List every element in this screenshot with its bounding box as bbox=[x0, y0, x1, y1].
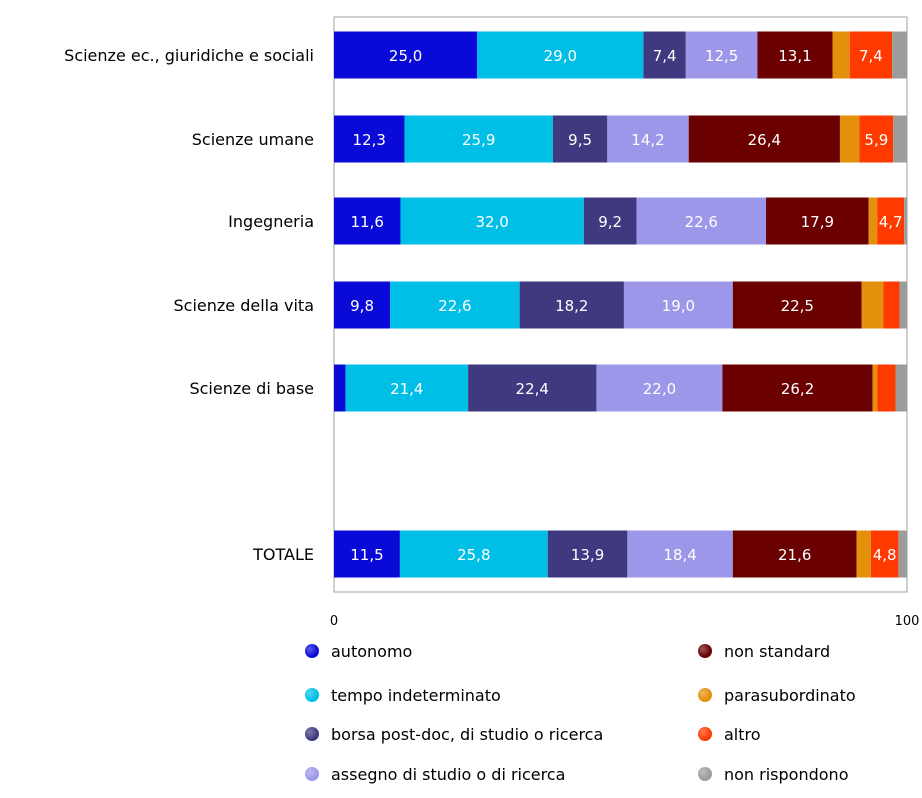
bar-segment bbox=[757, 31, 833, 79]
bar-segment bbox=[877, 197, 905, 245]
bar-segment bbox=[832, 31, 850, 79]
data-label: 19,0 bbox=[662, 297, 695, 315]
data-label: 26,2 bbox=[781, 380, 814, 398]
bar-segment bbox=[404, 115, 553, 163]
data-label: 25,9 bbox=[462, 131, 495, 149]
bar-segment bbox=[623, 281, 733, 329]
data-label: 7,4 bbox=[653, 47, 677, 65]
data-label: 32,0 bbox=[475, 213, 508, 231]
bar-segment bbox=[732, 281, 862, 329]
bar-segment bbox=[688, 115, 840, 163]
data-label: 13,9 bbox=[571, 546, 604, 564]
data-label: 12,3 bbox=[353, 131, 386, 149]
bar-segment bbox=[904, 197, 907, 245]
data-label: 22,0 bbox=[643, 380, 676, 398]
data-label: 9,8 bbox=[350, 297, 374, 315]
data-label: 11,6 bbox=[351, 213, 384, 231]
bar-segment bbox=[870, 530, 899, 578]
data-label: 4,7 bbox=[879, 213, 903, 231]
bar-segment bbox=[892, 31, 907, 79]
data-label: 22,5 bbox=[781, 297, 814, 315]
data-label: 25,0 bbox=[389, 47, 422, 65]
data-label: 9,2 bbox=[598, 213, 622, 231]
category-label: Scienze di base bbox=[189, 379, 314, 398]
bar-segment bbox=[861, 281, 884, 329]
bar-segment bbox=[399, 530, 548, 578]
bar-segment bbox=[596, 364, 723, 412]
data-label: 5,9 bbox=[864, 131, 888, 149]
bar-segment bbox=[583, 197, 637, 245]
bar-segment bbox=[334, 115, 405, 163]
bar-segment bbox=[468, 364, 597, 412]
data-label: 26,4 bbox=[748, 131, 781, 149]
bar-segment bbox=[868, 197, 878, 245]
bar-segment bbox=[345, 364, 469, 412]
data-label: 22,6 bbox=[685, 213, 718, 231]
bar-segment bbox=[552, 115, 608, 163]
bar-segment bbox=[685, 31, 758, 79]
bar-segment bbox=[872, 364, 878, 412]
bar-segment bbox=[400, 197, 584, 245]
category-label: Scienze umane bbox=[192, 130, 314, 149]
bar-segment bbox=[636, 197, 767, 245]
bar-segment bbox=[859, 115, 894, 163]
bar-segment bbox=[839, 115, 860, 163]
data-label: 11,5 bbox=[350, 546, 383, 564]
bar-segment bbox=[849, 31, 893, 79]
bar-segment bbox=[334, 281, 391, 329]
data-label: 14,2 bbox=[631, 131, 664, 149]
bar-segment bbox=[334, 364, 346, 412]
bar-segment bbox=[643, 31, 686, 79]
bar-segment bbox=[547, 530, 628, 578]
category-labels: Scienze ec., giuridiche e sociali Scienze… bbox=[64, 46, 314, 564]
x-tick-label: 100 bbox=[895, 614, 920, 629]
bar-segment bbox=[627, 530, 733, 578]
bar-segment bbox=[883, 281, 900, 329]
category-label: Ingegneria bbox=[228, 212, 314, 231]
bar-segment bbox=[895, 364, 907, 412]
bar-segment bbox=[877, 364, 896, 412]
bar-segment bbox=[856, 530, 871, 578]
data-label: 25,8 bbox=[457, 546, 490, 564]
bar-segment bbox=[722, 364, 873, 412]
data-label: 18,2 bbox=[555, 297, 588, 315]
bar-segment bbox=[899, 281, 907, 329]
data-label: 21,4 bbox=[390, 380, 423, 398]
data-label: 9,5 bbox=[568, 131, 592, 149]
bar-segment bbox=[898, 530, 907, 578]
bar-segment bbox=[390, 281, 520, 329]
data-label: 7,4 bbox=[859, 47, 883, 65]
category-label: TOTALE bbox=[252, 545, 314, 564]
x-axis-ticks: 0 100 bbox=[330, 614, 920, 629]
bar-segment bbox=[893, 115, 907, 163]
data-label: 22,4 bbox=[516, 380, 549, 398]
data-label: 13,1 bbox=[778, 47, 811, 65]
data-label: 12,5 bbox=[705, 47, 738, 65]
category-label: Scienze ec., giuridiche e sociali bbox=[64, 46, 314, 65]
data-label: 29,0 bbox=[544, 47, 577, 65]
bar-segment bbox=[477, 31, 644, 79]
bar-segment bbox=[334, 31, 478, 79]
bars-layer: 25,0 29,0 7,4 12,5 13,1 7,4 12,3 25,9 9,5 14,2 26,… bbox=[334, 31, 907, 578]
bar-segment bbox=[334, 530, 400, 578]
x-tick-label: 0 bbox=[330, 614, 338, 629]
data-label: 18,4 bbox=[663, 546, 696, 564]
bar-segment bbox=[607, 115, 689, 163]
bar-segment bbox=[519, 281, 624, 329]
data-label: 4,8 bbox=[873, 546, 897, 564]
data-label: 22,6 bbox=[438, 297, 471, 315]
category-label: Scienze della vita bbox=[174, 296, 314, 315]
bar-segment bbox=[766, 197, 869, 245]
data-label: 17,9 bbox=[801, 213, 834, 231]
bar-segment bbox=[732, 530, 857, 578]
bar-segment bbox=[334, 197, 401, 245]
data-label: 21,6 bbox=[778, 546, 811, 564]
